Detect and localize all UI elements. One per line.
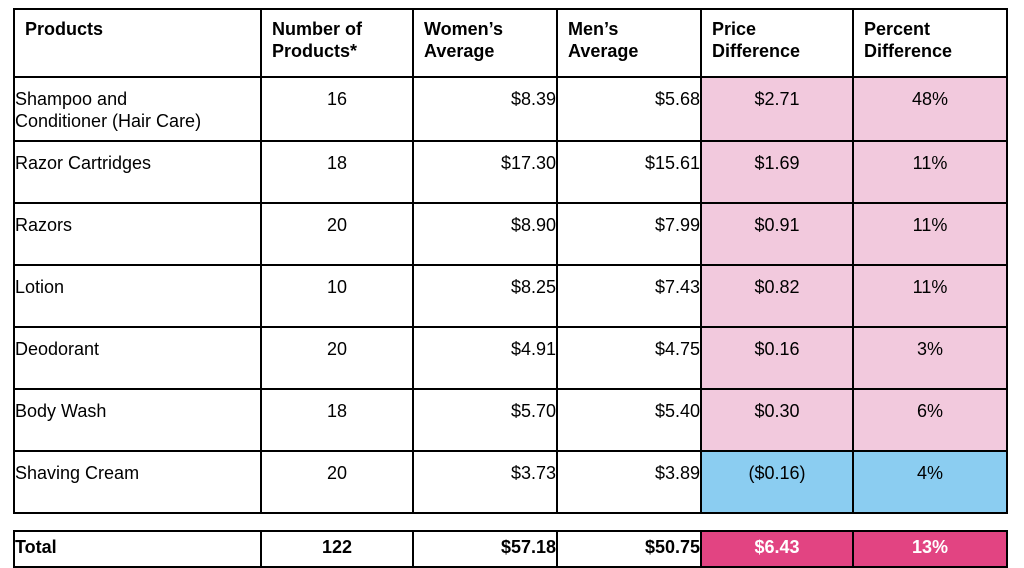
percent-difference: 11% xyxy=(852,264,1008,328)
product-count: 10 xyxy=(260,264,414,328)
header-products: Products xyxy=(13,8,262,78)
product-count: 18 xyxy=(260,140,414,204)
total-mens-average: $50.75 xyxy=(556,530,702,568)
womens-average: $5.70 xyxy=(412,388,558,452)
womens-average: $4.91 xyxy=(412,326,558,390)
percent-difference: 48% xyxy=(852,76,1008,142)
table-row: Razor Cartridges 18 $17.30 $15.61 $1.69 … xyxy=(13,140,1008,204)
product-name: Deodorant xyxy=(13,326,262,390)
percent-difference: 11% xyxy=(852,202,1008,266)
price-comparison-table: Products Number of Products* Women’s Avera… xyxy=(13,8,1008,568)
mens-average: $5.40 xyxy=(556,388,702,452)
product-count: 18 xyxy=(260,388,414,452)
percent-difference: 6% xyxy=(852,388,1008,452)
price-difference: ($0.16) xyxy=(700,450,854,514)
header-price-difference: Price Difference xyxy=(700,8,854,78)
mens-average: $3.89 xyxy=(556,450,702,514)
mens-average: $15.61 xyxy=(556,140,702,204)
percent-difference: 4% xyxy=(852,450,1008,514)
mens-average: $5.68 xyxy=(556,76,702,142)
mens-average: $7.99 xyxy=(556,202,702,266)
table-row: Shampoo and Conditioner (Hair Care) 16 $8… xyxy=(13,76,1008,142)
product-name: Shaving Cream xyxy=(13,450,262,514)
womens-average: $8.39 xyxy=(412,76,558,142)
product-name: Razor Cartridges xyxy=(13,140,262,204)
product-name: Lotion xyxy=(13,264,262,328)
mens-average: $4.75 xyxy=(556,326,702,390)
price-difference: $0.82 xyxy=(700,264,854,328)
total-row: Total 122 $57.18 $50.75 $6.43 13% xyxy=(13,530,1008,568)
mens-average: $7.43 xyxy=(556,264,702,328)
product-name: Body Wash xyxy=(13,388,262,452)
percent-difference: 3% xyxy=(852,326,1008,390)
header-row: Products Number of Products* Women’s Avera… xyxy=(13,8,1008,78)
table-row: Shaving Cream 20 $3.73 $3.89 ($0.16) 4% xyxy=(13,450,1008,514)
price-difference: $0.30 xyxy=(700,388,854,452)
header-womens-average: Women’s Average xyxy=(412,8,558,78)
womens-average: $3.73 xyxy=(412,450,558,514)
total-label: Total xyxy=(13,530,262,568)
table-row: Razors 20 $8.90 $7.99 $0.91 11% xyxy=(13,202,1008,266)
womens-average: $8.90 xyxy=(412,202,558,266)
header-mens-average: Men’s Average xyxy=(556,8,702,78)
spacer-row xyxy=(14,512,1007,532)
product-count: 16 xyxy=(260,76,414,142)
total-count: 122 xyxy=(260,530,414,568)
table-row: Lotion 10 $8.25 $7.43 $0.82 11% xyxy=(13,264,1008,328)
product-name: Shampoo and Conditioner (Hair Care) xyxy=(13,76,262,142)
percent-difference: 11% xyxy=(852,140,1008,204)
price-difference: $0.16 xyxy=(700,326,854,390)
womens-average: $8.25 xyxy=(412,264,558,328)
table-row: Body Wash 18 $5.70 $5.40 $0.30 6% xyxy=(13,388,1008,452)
product-count: 20 xyxy=(260,326,414,390)
product-count: 20 xyxy=(260,450,414,514)
total-womens-average: $57.18 xyxy=(412,530,558,568)
header-number-of-products: Number of Products* xyxy=(260,8,414,78)
price-difference: $2.71 xyxy=(700,76,854,142)
product-count: 20 xyxy=(260,202,414,266)
total-price-difference: $6.43 xyxy=(700,530,854,568)
header-percent-difference: Percent Difference xyxy=(852,8,1008,78)
price-difference: $0.91 xyxy=(700,202,854,266)
womens-average: $17.30 xyxy=(412,140,558,204)
price-difference: $1.69 xyxy=(700,140,854,204)
product-name: Razors xyxy=(13,202,262,266)
table-row: Deodorant 20 $4.91 $4.75 $0.16 3% xyxy=(13,326,1008,390)
total-percent-difference: 13% xyxy=(852,530,1008,568)
